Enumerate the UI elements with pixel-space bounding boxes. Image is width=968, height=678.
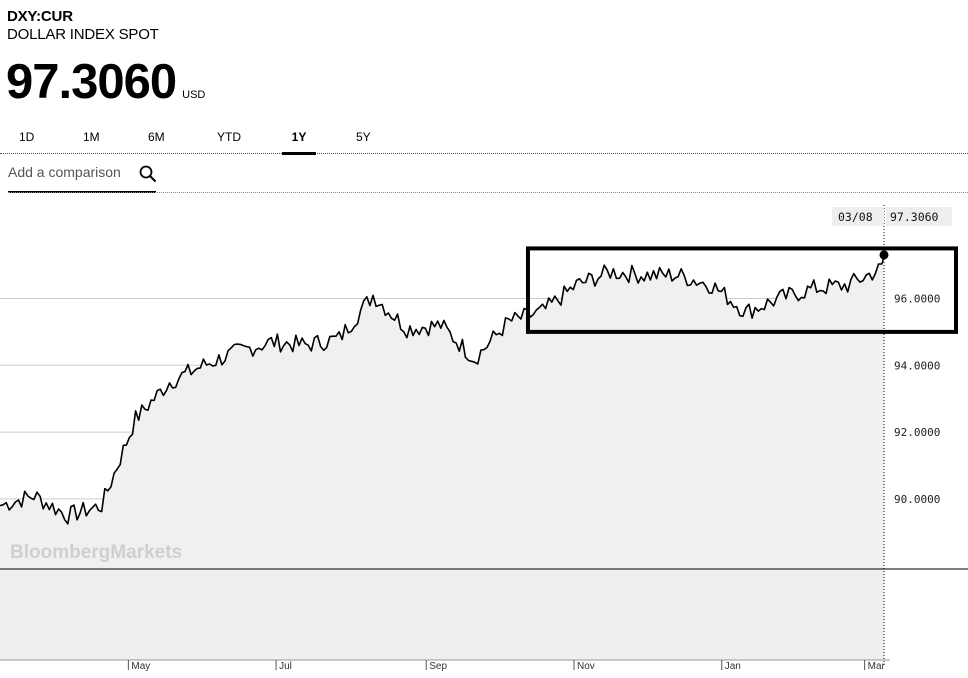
search-icon[interactable] (139, 165, 157, 183)
highlight-box (525, 246, 958, 334)
y-tick-label: 96.0000 (894, 293, 940, 306)
tab-5y[interactable]: 5Y (356, 130, 371, 144)
instrument-name: DOLLAR INDEX SPOT (7, 26, 159, 43)
tab-1d[interactable]: 1D (19, 130, 35, 144)
range-tabs: 1D 1M 6M YTD 1Y 5Y (0, 122, 968, 155)
x-tick-label: May (131, 661, 150, 672)
crosshair-tooltip: 03/08 97.3060 (832, 207, 952, 226)
tab-6m[interactable]: 6M (148, 130, 165, 144)
currency-label: USD (182, 89, 206, 101)
tab-ytd[interactable]: YTD (217, 130, 241, 144)
x-tick-label: Mar (868, 661, 886, 672)
y-tick-label: 94.0000 (894, 359, 940, 372)
x-axis-labels: May Jul Sep Nov Jan Mar (127, 660, 886, 672)
price-row: 97.3060 USD (6, 58, 205, 107)
tab-1y[interactable]: 1Y (282, 130, 316, 155)
last-price-marker (879, 250, 889, 260)
tooltip-date-box (832, 207, 884, 226)
last-price: 97.3060 (6, 55, 177, 109)
tooltip-date: 03/08 (838, 210, 873, 224)
y-tick-label: 92.0000 (894, 426, 940, 439)
comparison-divider (8, 192, 968, 193)
x-tick-label: Sep (429, 661, 447, 672)
tooltip-value: 97.3060 (890, 210, 939, 224)
x-tick-label: Jul (279, 661, 292, 672)
ticker-symbol: DXY:CUR (7, 8, 73, 25)
bloomberg-watermark: BloombergMarkets (10, 542, 182, 563)
price-line (0, 254, 885, 525)
volume-area (0, 569, 884, 660)
y-tick-label: 90.0000 (894, 493, 940, 506)
y-axis-labels: 90.0000 92.0000 94.0000 96.0000 (894, 293, 940, 506)
x-tick-label: Jan (725, 661, 741, 672)
tab-1m[interactable]: 1M (83, 130, 100, 144)
tooltip-value-box (886, 207, 952, 226)
comparison-input[interactable] (8, 164, 130, 180)
x-tick-label: Nov (577, 661, 595, 672)
